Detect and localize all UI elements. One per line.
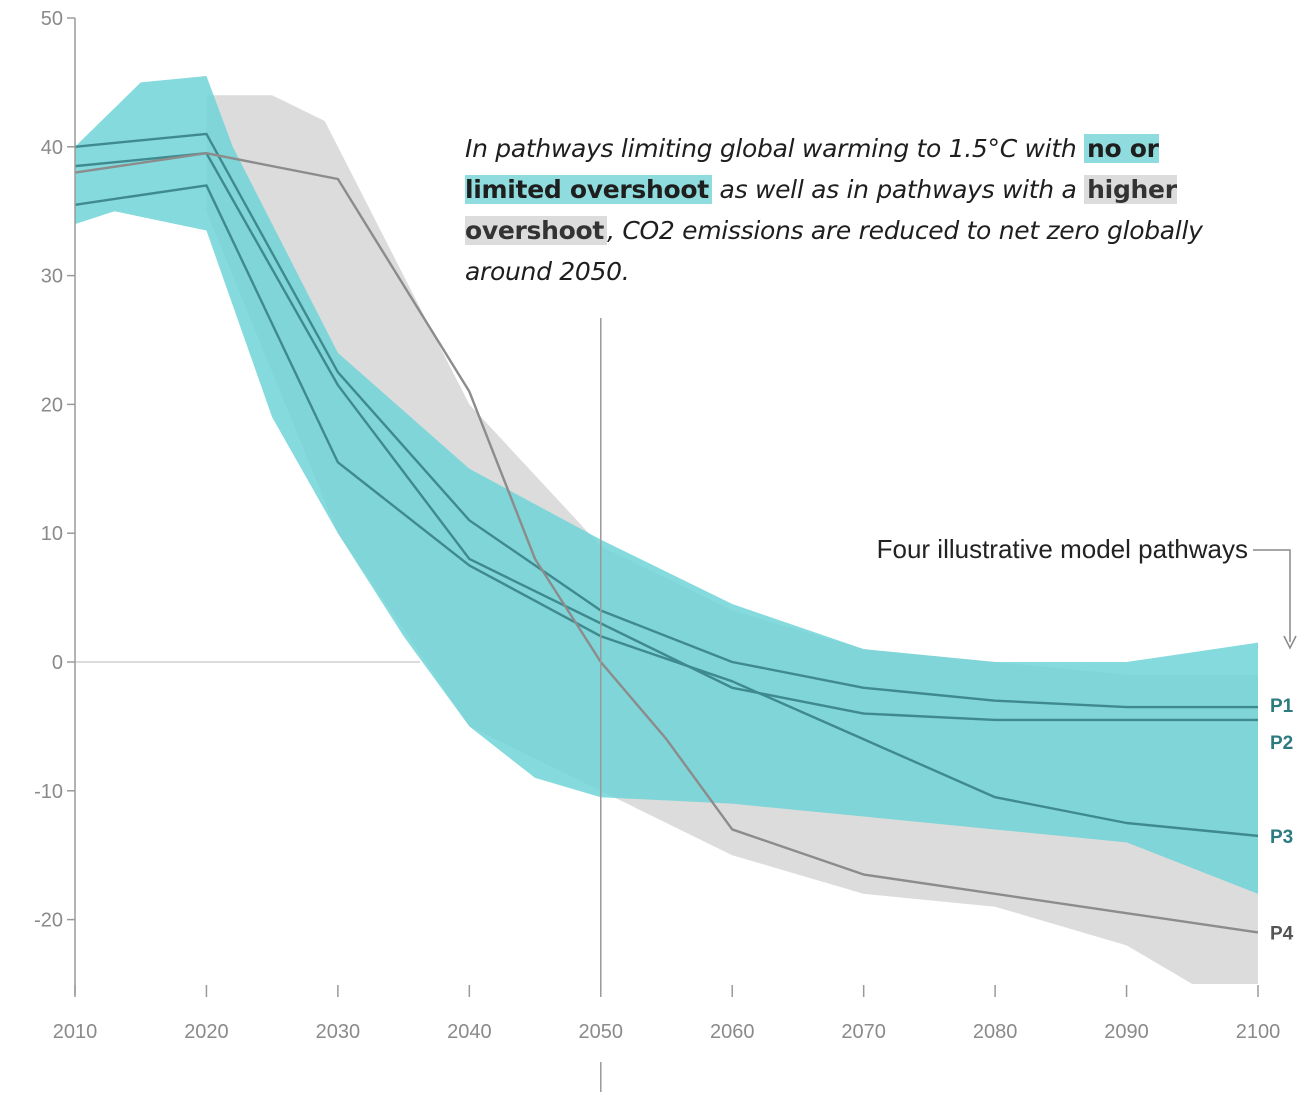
pathway-label-p4: P4 (1270, 923, 1294, 944)
four-pathways-label: Four illustrative model pathways (876, 534, 1248, 564)
pathway-line-p1 (74, 132, 1258, 709)
y-tick-label: 50 (41, 8, 63, 30)
annotation-part2: as well as in pathways with a (711, 175, 1085, 204)
pathways-layer (74, 132, 1259, 934)
y-tick-label: -20 (34, 910, 63, 932)
annotation-part1: In pathways limiting global warming to 1… (465, 134, 1085, 163)
y-tick-label: 30 (41, 266, 63, 288)
x-tick-label: 2070 (841, 1021, 886, 1043)
x-tick-label: 2020 (184, 1021, 229, 1043)
x-tick-label: 2050 (579, 1021, 624, 1043)
x-tick-label: 2100 (1236, 1021, 1281, 1043)
annotation-text: In pathways limiting global warming to 1… (465, 128, 1225, 292)
x-tick-label: 2090 (1104, 1021, 1149, 1043)
y-tick-label: -10 (34, 781, 63, 803)
axes-layer (67, 17, 1297, 1092)
pathway-label-p2: P2 (1270, 733, 1293, 754)
y-tick-label: 10 (41, 523, 63, 545)
y-tick-label: 40 (41, 137, 63, 159)
x-tick-label: 2060 (710, 1021, 755, 1043)
bands-layer (75, 75, 1258, 984)
annotation-part3: , CO2 emissions are reduced to net zero … (465, 216, 1203, 286)
x-tick-label: 2030 (316, 1021, 361, 1043)
legend-arrow-head (1283, 635, 1297, 650)
pathway-label-p3: P3 (1270, 827, 1293, 848)
y-tick-label: 20 (41, 394, 63, 416)
teal-pathway-band (75, 75, 1258, 894)
pathway-line-p4 (74, 152, 1259, 934)
pathway-label-p1: P1 (1270, 696, 1294, 717)
x-tick-label: 2080 (973, 1021, 1018, 1043)
x-tick-label: 2040 (447, 1021, 492, 1043)
pathway-line-p2 (74, 152, 1258, 722)
legend-bracket-line (1253, 549, 1291, 642)
x-tick-label: 2010 (53, 1021, 98, 1043)
pathway-line-p3 (74, 184, 1259, 838)
y-tick-label: 0 (52, 652, 63, 674)
